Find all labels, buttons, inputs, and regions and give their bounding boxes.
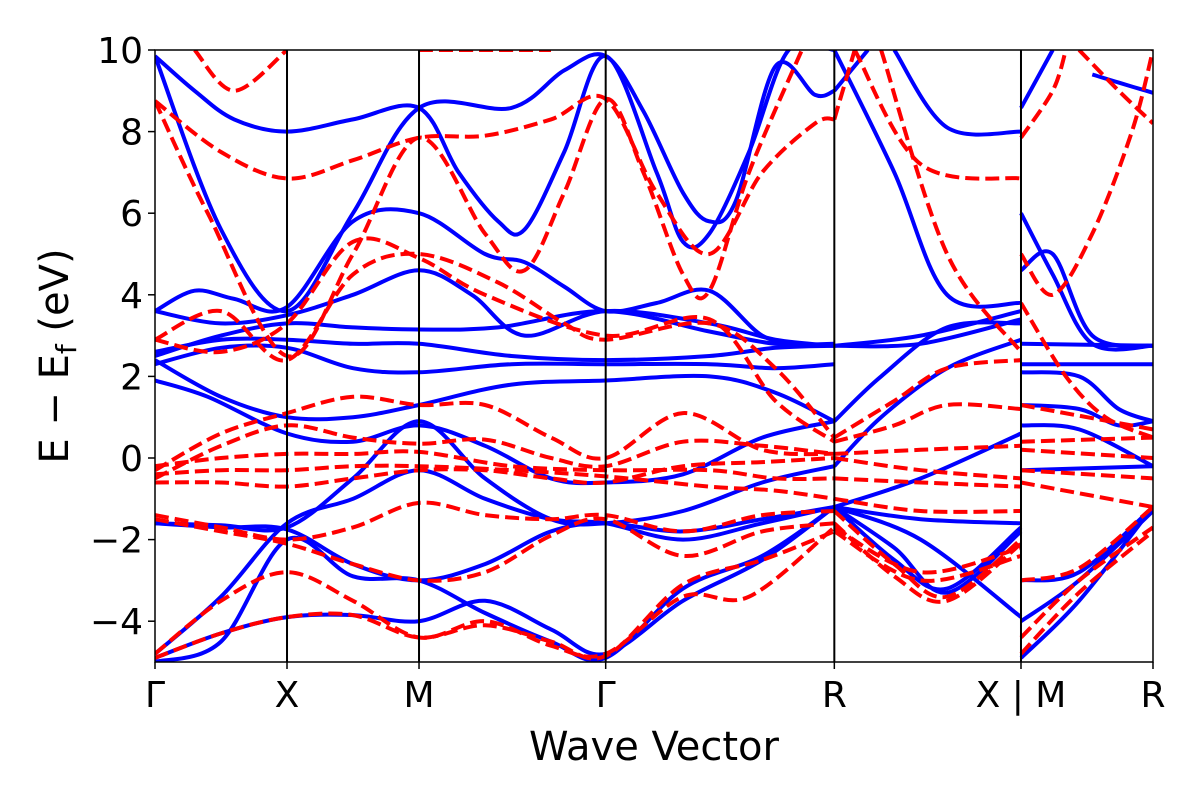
y-axis-title-main: E − E — [32, 354, 78, 464]
dashed-band-line — [1020, 447, 1153, 460]
dashed-band-line — [155, 516, 835, 583]
y-tick-label: 2 — [120, 357, 143, 398]
y-tick-label: 0 — [120, 439, 143, 480]
dashed-band-line — [832, 521, 1023, 604]
solid-band-line — [155, 343, 835, 375]
dashed-band-line — [155, 50, 804, 359]
dashed-band-line — [833, 525, 1022, 575]
solid-band-line — [834, 505, 1022, 526]
dashed-band-line — [155, 423, 835, 481]
dashed-band-line — [1020, 480, 1153, 509]
dashed-band-line — [155, 529, 836, 661]
y-axis-title-subscript: f — [50, 343, 83, 354]
dashed-band-line — [1019, 529, 1153, 656]
dashed-band-line — [1019, 50, 1068, 139]
plot-frame — [154, 49, 1154, 663]
dashed-band-line — [834, 456, 1022, 481]
y-axis-title-unit: (eV) — [32, 248, 78, 344]
dashed-band-line — [833, 529, 1022, 583]
dashed-band-line — [1019, 525, 1153, 639]
x-tick-label: M — [403, 675, 434, 716]
dashed-band-line — [834, 476, 1022, 489]
solid-band-line — [155, 358, 836, 424]
x-tick-label: Γ — [145, 675, 165, 716]
dashed-band-line — [879, 50, 1023, 354]
dashed-band-line — [155, 500, 835, 542]
dashed-band-line — [1077, 50, 1153, 125]
solid-band-line — [832, 337, 1022, 468]
bands-layer — [155, 50, 1153, 662]
x-tick-label: X | M — [976, 675, 1067, 716]
x-tick-label: Γ — [596, 675, 616, 716]
dashed-band-line — [1019, 50, 1153, 297]
x-tick-label: X — [275, 675, 300, 716]
y-tick-label: −4 — [90, 602, 143, 643]
dashed-band-line — [833, 402, 1022, 444]
x-axis-title: Wave Vector — [529, 724, 780, 770]
solid-band-line — [1020, 370, 1153, 424]
dashed-band-line — [155, 251, 836, 439]
dashed-band-line — [155, 236, 836, 444]
solid-band-line — [1020, 423, 1153, 468]
solid-band-line — [833, 431, 1022, 509]
solid-band-line — [1020, 505, 1153, 583]
dashed-band-line — [832, 50, 857, 120]
solid-band-line — [155, 419, 835, 533]
solid-band-line — [1020, 464, 1153, 473]
solid-band-line — [1020, 341, 1153, 348]
y-tick-label: −2 — [90, 521, 143, 562]
dashed-band-line — [155, 93, 835, 257]
dashed-band-line — [155, 463, 835, 501]
solid-band-line — [832, 50, 870, 93]
solid-band-line — [1019, 505, 1153, 660]
dashed-band-line — [193, 50, 289, 93]
solid-band-line — [155, 207, 835, 348]
dashed-band-line — [155, 394, 835, 472]
y-tick-label: 4 — [120, 276, 143, 317]
y-tick-label: 6 — [120, 194, 143, 235]
solid-band-line — [833, 505, 1023, 619]
solid-band-line — [1019, 50, 1055, 109]
dashed-band-line — [1020, 403, 1153, 432]
dashed-band-line — [1019, 301, 1153, 440]
x-tick-label: R — [1140, 675, 1165, 716]
y-tick-label: 8 — [120, 113, 143, 154]
x-axis-ticks: Γ X M Γ R X | M R — [145, 662, 1166, 716]
dashed-band-line — [834, 443, 1022, 456]
x-tick-label: R — [822, 675, 847, 716]
y-tick-label: 10 — [97, 31, 143, 72]
y-axis-ticks: −4 −2 0 2 4 6 8 10 — [90, 31, 155, 643]
solid-band-line — [155, 50, 835, 250]
solid-band-line — [1019, 249, 1153, 348]
dashed-band-line — [155, 525, 836, 659]
solid-band-line — [155, 336, 835, 363]
solid-band-line — [155, 309, 835, 358]
y-axis-title: E − Ef (eV) — [32, 248, 83, 463]
solid-band-line — [155, 52, 836, 314]
dashed-band-line — [1020, 435, 1153, 444]
solid-band-line — [155, 468, 835, 656]
solid-band-line — [832, 320, 1022, 423]
solid-band-line — [1019, 212, 1153, 352]
dashed-band-line — [833, 358, 1022, 440]
solid-band-line — [832, 50, 1022, 309]
dashed-band-line — [1020, 468, 1153, 481]
dashed-band-line — [834, 496, 1022, 514]
solid-band-line — [892, 50, 1022, 137]
solid-band-line — [834, 309, 1022, 348]
dashed-band-line — [852, 50, 1022, 181]
dashed-band-line — [155, 449, 835, 482]
high-symmetry-lines — [286, 50, 1022, 662]
solid-band-line — [155, 505, 836, 662]
